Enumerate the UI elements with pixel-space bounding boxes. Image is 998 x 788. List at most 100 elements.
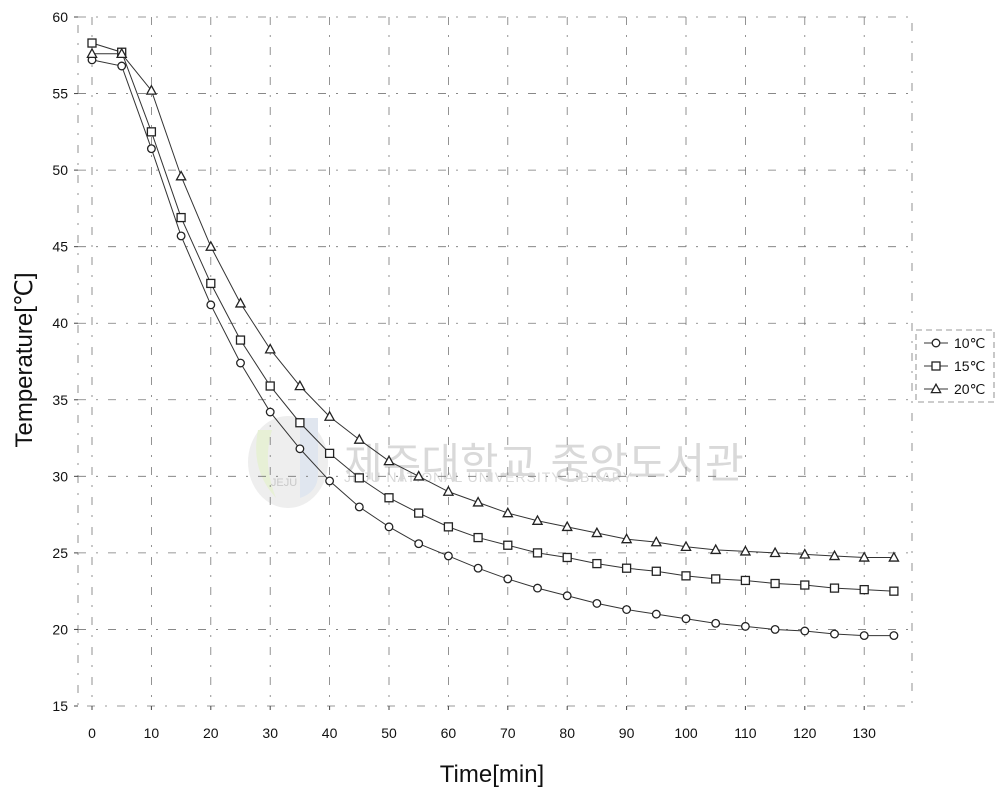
data-point-square [354, 473, 364, 483]
plot-gridlines [78, 17, 912, 706]
data-point-triangle [383, 454, 395, 466]
data-point-circle [830, 629, 839, 639]
data-point-square [414, 508, 424, 518]
data-point-circle [533, 583, 542, 593]
data-point-square [829, 583, 840, 593]
x-tick-label: 20 [203, 725, 219, 741]
data-point-circle [592, 598, 602, 608]
data-point-square [176, 212, 186, 223]
x-tick-label: 120 [793, 725, 817, 741]
legend-label: 15℃ [954, 358, 985, 374]
data-point-circle [622, 605, 632, 614]
data-point-triangle [175, 170, 187, 181]
data-point-circle [651, 609, 661, 619]
y-tick-label: 20 [52, 621, 68, 637]
data-point-triangle [710, 543, 722, 555]
data-point-triangle [858, 551, 870, 562]
x-tick-label: 100 [674, 725, 698, 741]
y-tick-label: 40 [52, 315, 68, 331]
data-point-square [384, 493, 394, 503]
data-point-square [651, 566, 661, 576]
data-point-square [889, 586, 899, 596]
data-point-triangle [353, 433, 365, 444]
data-point-circle [295, 444, 305, 454]
data-point-circle [325, 476, 335, 486]
data-point-triangle [234, 297, 247, 308]
data-point-square [800, 580, 810, 590]
data-point-triangle [472, 496, 484, 507]
legend-marker-square [931, 361, 941, 371]
y-tick-label: 60 [52, 9, 68, 25]
data-point-triangle [264, 343, 276, 354]
data-point-circle [473, 563, 483, 573]
data-point-triangle [739, 545, 752, 556]
data-point-circle [800, 626, 810, 636]
data-point-circle [117, 61, 127, 71]
data-point-square [206, 278, 216, 289]
y-tick-label: 55 [52, 86, 68, 102]
data-point-square [324, 448, 335, 459]
data-point-circle [770, 624, 780, 634]
data-point-square [532, 548, 543, 558]
data-point-circle [176, 231, 186, 241]
data-point-square [621, 563, 632, 573]
data-point-triangle [145, 84, 158, 95]
data-point-circle [443, 551, 453, 561]
legend-marker-triangle [930, 382, 942, 394]
library-watermark-korean: 제주대학교 중앙도서관 [344, 439, 744, 488]
y-tick-label: 25 [52, 545, 68, 561]
data-point-square [562, 552, 572, 563]
series-line-triangle [92, 53, 894, 558]
legend-label: 10℃ [954, 335, 985, 351]
x-tick-label: 110 [734, 725, 757, 741]
data-point-square [681, 571, 691, 581]
series-line-circle [91, 59, 894, 637]
data-point-triangle [561, 520, 573, 532]
x-tick-label: 30 [262, 725, 278, 741]
y-axis-title: Temperature[℃] [11, 272, 38, 447]
library-logo: JEJU [248, 416, 328, 508]
x-tick-label: 130 [853, 725, 877, 741]
series-line-square [91, 42, 894, 592]
y-tick-label: 50 [52, 162, 68, 178]
data-point-square [740, 575, 751, 586]
data-point-square [87, 38, 97, 48]
data-point-triangle [294, 379, 306, 391]
x-tick-label: 60 [441, 725, 457, 741]
data-point-triangle [531, 514, 544, 525]
legend-marker-circle [931, 338, 941, 348]
data-point-square [503, 540, 513, 550]
data-point-circle [206, 300, 216, 310]
chart-legend: 10℃ 15℃ 20℃ [915, 329, 995, 403]
x-tick-label: 10 [144, 725, 160, 741]
y-axis-ticks: 15 20 25 30 35 40 45 50 55 60 [52, 9, 78, 714]
library-logo-text: JEJU [271, 477, 297, 489]
series-square [87, 38, 899, 596]
data-point-circle [384, 522, 394, 532]
data-point-square [443, 522, 454, 532]
data-point-triangle [116, 47, 128, 58]
data-series [86, 38, 900, 641]
data-point-circle [889, 631, 899, 641]
data-point-triangle [86, 47, 98, 58]
data-point-square [146, 127, 157, 137]
data-point-square [473, 532, 483, 543]
data-point-square [592, 558, 602, 569]
data-point-circle [681, 614, 691, 624]
data-point-triangle [442, 485, 455, 496]
data-point-circle [236, 358, 245, 368]
data-point-circle [414, 539, 424, 549]
x-tick-label: 70 [500, 725, 516, 741]
x-axis-title: Time[min] [440, 761, 544, 788]
x-tick-label: 80 [559, 725, 575, 741]
x-axis-ticks: 0 10 20 30 40 50 60 70 80 90 100 110 120 130 [88, 706, 876, 741]
data-point-triangle [205, 240, 217, 251]
plot-area-frame [77, 16, 913, 707]
y-tick-label: 45 [52, 239, 68, 255]
y-tick-label: 15 [52, 698, 68, 714]
library-watermark: JEJU 제주대학교 중앙도서관 JEJU NATIONAL UNIVERSIT… [248, 416, 744, 508]
data-point-triangle [769, 546, 781, 558]
legend-box [915, 329, 995, 403]
data-point-triangle [591, 526, 603, 538]
